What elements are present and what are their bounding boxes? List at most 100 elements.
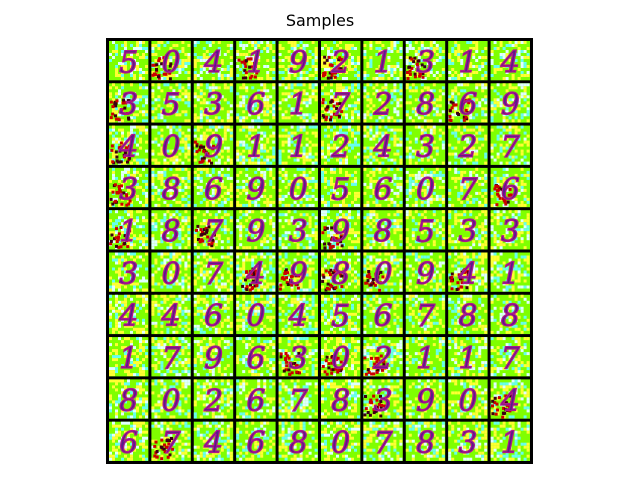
sample-tile: 7 bbox=[321, 83, 361, 123]
sample-digit: 3 bbox=[458, 215, 477, 250]
sample-tile: 5 bbox=[109, 41, 149, 81]
sample-digit: 5 bbox=[416, 215, 435, 250]
sample-tile: 2 bbox=[321, 125, 361, 166]
sample-digit: 1 bbox=[246, 45, 265, 80]
sample-digit: 2 bbox=[330, 45, 350, 80]
sample-digit: 4 bbox=[161, 299, 181, 334]
sample-digit: 1 bbox=[374, 45, 393, 80]
sample-digit: 9 bbox=[501, 88, 520, 123]
sample-tile: 8 bbox=[151, 210, 191, 250]
sample-digit: 2 bbox=[373, 342, 393, 377]
sample-tile: 6 bbox=[363, 294, 403, 335]
sample-digit: 5 bbox=[331, 299, 350, 334]
sample-tile: 5 bbox=[321, 167, 361, 208]
sample-digit: 0 bbox=[162, 45, 181, 80]
sample-digit: 6 bbox=[501, 172, 520, 207]
sample-tile: 0 bbox=[405, 167, 446, 208]
sample-tile: 4 bbox=[278, 294, 318, 335]
sample-digit: 6 bbox=[246, 384, 265, 419]
sample-digit: 4 bbox=[500, 384, 520, 419]
sample-digit: 9 bbox=[289, 257, 308, 292]
sample-tile: 6 bbox=[193, 294, 234, 335]
sample-tile: 9 bbox=[321, 210, 361, 250]
sample-digit: 8 bbox=[416, 426, 435, 461]
sample-tile: 9 bbox=[405, 252, 446, 292]
sample-digit: 3 bbox=[119, 172, 138, 207]
sample-tile: 3 bbox=[405, 41, 446, 81]
sample-digit: 8 bbox=[331, 384, 350, 419]
sample-digit: 4 bbox=[457, 257, 477, 292]
sample-tile: 1 bbox=[278, 125, 318, 166]
sample-digit: 8 bbox=[162, 172, 181, 207]
sample-digit: 7 bbox=[204, 215, 224, 250]
sample-tile: 8 bbox=[405, 83, 446, 123]
sample-digit: 6 bbox=[119, 426, 138, 461]
sample-tile: 7 bbox=[193, 252, 234, 292]
sample-digit: 3 bbox=[501, 215, 520, 250]
sample-digit: 5 bbox=[331, 172, 350, 207]
sample-digit: 3 bbox=[416, 130, 435, 165]
sample-digit: 1 bbox=[458, 45, 477, 80]
sample-digit: 3 bbox=[119, 257, 138, 292]
sample-tile: 7 bbox=[193, 210, 234, 250]
sample-digit: 0 bbox=[289, 172, 308, 207]
sample-grid: 5 0 4 1 9 2 1 3 1 43 5 3 6 1 7 2 8 6 94 0 9 1 1 2 4 3 2 73 8 6 9 0 5 6 0 7 6… bbox=[109, 41, 530, 462]
sample-digit: 1 bbox=[289, 88, 308, 123]
sample-tile: 0 bbox=[278, 167, 318, 208]
sample-tile: 7 bbox=[278, 379, 318, 419]
sample-digit: 6 bbox=[246, 88, 265, 123]
sample-digit: 1 bbox=[458, 342, 477, 377]
sample-digit: 7 bbox=[289, 384, 309, 419]
sample-tile: 4 bbox=[448, 252, 488, 292]
sample-digit: 8 bbox=[416, 88, 435, 123]
sample-tile: 0 bbox=[448, 379, 488, 419]
sample-tile: 8 bbox=[490, 294, 530, 335]
sample-tile: 6 bbox=[448, 83, 488, 123]
sample-digit: 7 bbox=[162, 342, 182, 377]
sample-digit: 7 bbox=[204, 257, 224, 292]
sample-tile: 9 bbox=[236, 210, 276, 250]
sample-digit: 4 bbox=[118, 299, 138, 334]
sample-digit: 3 bbox=[119, 88, 138, 123]
sample-digit: 2 bbox=[203, 384, 223, 419]
sample-digit: 5 bbox=[162, 88, 181, 123]
sample-digit: 4 bbox=[288, 299, 308, 334]
sample-tile: 1 bbox=[278, 83, 318, 123]
sample-tile: 5 bbox=[321, 294, 361, 335]
sample-digit: 6 bbox=[458, 88, 477, 123]
sample-digit: 0 bbox=[331, 426, 350, 461]
sample-digit: 3 bbox=[458, 426, 477, 461]
sample-tile: 4 bbox=[109, 125, 149, 166]
sample-digit: 6 bbox=[204, 172, 223, 207]
sample-tile: 7 bbox=[151, 337, 191, 377]
sample-tile: 7 bbox=[448, 167, 488, 208]
sample-digit: 0 bbox=[162, 130, 181, 165]
sample-digit: 9 bbox=[331, 215, 350, 250]
sample-tile: 6 bbox=[236, 421, 276, 462]
sample-digit: 0 bbox=[458, 384, 477, 419]
sample-tile: 1 bbox=[405, 337, 446, 377]
sample-tile: 1 bbox=[236, 41, 276, 81]
sample-tile: 4 bbox=[236, 252, 276, 292]
figure-title: Samples bbox=[285, 11, 355, 30]
sample-digit: 7 bbox=[162, 426, 182, 461]
sample-digit: 4 bbox=[373, 130, 393, 165]
sample-digit: 2 bbox=[373, 88, 393, 123]
sample-digit: 6 bbox=[246, 342, 265, 377]
sample-digit: 8 bbox=[501, 299, 520, 334]
sample-digit: 0 bbox=[246, 299, 265, 334]
sample-digit: 1 bbox=[501, 257, 520, 292]
sample-digit: 8 bbox=[289, 426, 308, 461]
sample-digit: 8 bbox=[374, 215, 393, 250]
sample-digit: 8 bbox=[458, 299, 477, 334]
sample-tile: 4 bbox=[151, 294, 191, 335]
sample-digit: 6 bbox=[204, 299, 223, 334]
sample-digit: 5 bbox=[119, 45, 138, 80]
sample-digit: 3 bbox=[204, 88, 223, 123]
sample-tile: 9 bbox=[405, 379, 446, 419]
sample-digit: 6 bbox=[374, 172, 393, 207]
sample-digit: 7 bbox=[458, 172, 478, 207]
sample-tile: 8 bbox=[278, 421, 318, 462]
sample-tile: 6 bbox=[193, 167, 234, 208]
